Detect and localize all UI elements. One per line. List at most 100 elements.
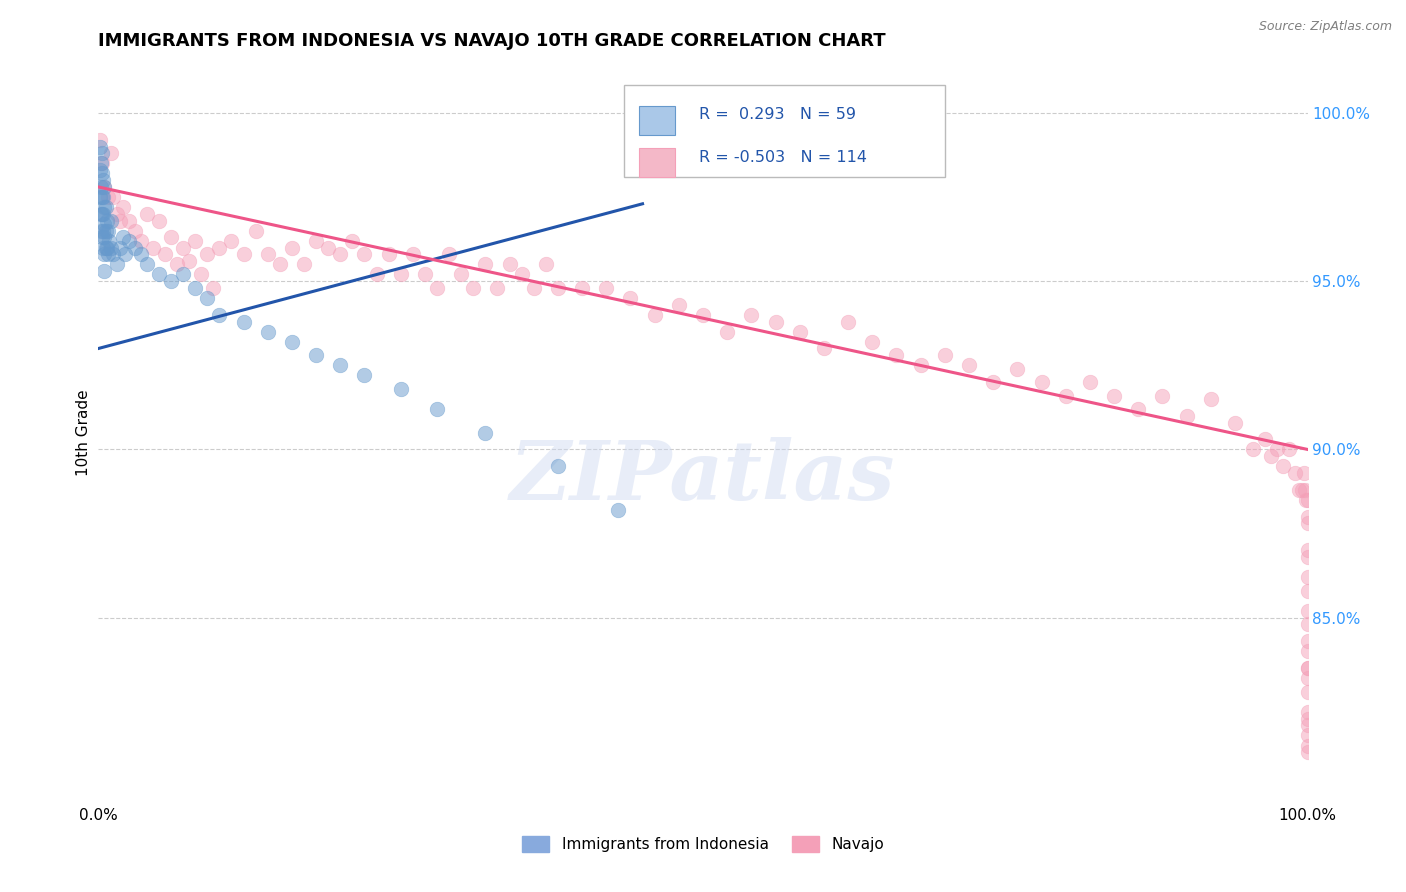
Point: [94, 200, 117, 214]
Point: [281, 241, 304, 255]
Point: [1296, 745, 1319, 759]
Point: [1296, 661, 1319, 675]
Point: [1294, 483, 1316, 497]
Point: [353, 247, 375, 261]
Point: [1296, 492, 1319, 507]
Point: [1128, 402, 1150, 417]
Point: [232, 247, 254, 261]
Point: [389, 268, 412, 282]
Point: [1296, 583, 1319, 598]
Point: [860, 334, 883, 349]
Point: [101, 190, 124, 204]
Text: IMMIGRANTS FROM INDONESIA VS NAVAJO 10TH GRADE CORRELATION CHART: IMMIGRANTS FROM INDONESIA VS NAVAJO 10TH…: [98, 32, 886, 50]
Point: [1291, 483, 1313, 497]
Point: [1199, 392, 1222, 406]
Point: [96, 213, 118, 227]
Point: [96, 241, 118, 255]
Point: [329, 359, 352, 373]
Point: [1007, 361, 1029, 376]
Point: [111, 200, 134, 214]
Point: [124, 241, 146, 255]
Point: [184, 234, 207, 248]
Point: [510, 268, 533, 282]
Point: [93, 264, 115, 278]
Point: [100, 146, 122, 161]
Point: [94, 241, 117, 255]
Point: [692, 308, 714, 322]
Point: [129, 234, 152, 248]
Point: [413, 268, 436, 282]
Point: [1241, 442, 1264, 457]
Point: [1267, 442, 1289, 457]
Point: [366, 268, 388, 282]
Point: [740, 308, 762, 322]
Point: [114, 247, 136, 261]
Point: [93, 180, 115, 194]
Point: [90, 207, 112, 221]
FancyBboxPatch shape: [624, 85, 945, 178]
Point: [91, 207, 114, 221]
Point: [1296, 712, 1319, 726]
Point: [97, 190, 120, 204]
FancyBboxPatch shape: [638, 105, 675, 136]
Point: [166, 257, 188, 271]
Point: [111, 230, 134, 244]
Point: [91, 146, 114, 161]
Point: [105, 207, 128, 221]
Point: [329, 247, 352, 261]
Point: [1296, 718, 1319, 732]
Point: [91, 173, 114, 187]
Point: [668, 298, 690, 312]
Point: [486, 281, 509, 295]
Y-axis label: 10th Grade: 10th Grade: [76, 389, 91, 476]
Point: [813, 342, 835, 356]
Point: [957, 359, 980, 373]
Point: [135, 257, 157, 271]
Point: [1260, 449, 1282, 463]
Point: [1278, 442, 1301, 457]
Point: [523, 281, 546, 295]
Point: [208, 241, 231, 255]
Point: [571, 281, 593, 295]
Point: [91, 190, 114, 204]
Point: [153, 247, 176, 261]
Point: [184, 281, 207, 295]
Point: [498, 257, 520, 271]
Point: [292, 257, 315, 271]
Point: [1292, 466, 1315, 480]
Point: [91, 207, 114, 221]
Point: [1078, 375, 1101, 389]
Point: [1296, 661, 1319, 675]
Point: [118, 213, 141, 227]
Point: [232, 315, 254, 329]
Point: [160, 230, 183, 244]
Point: [886, 348, 908, 362]
Point: [534, 257, 557, 271]
Point: [91, 230, 114, 244]
Point: [1296, 671, 1319, 685]
Point: [1296, 570, 1319, 584]
Point: [547, 459, 569, 474]
Point: [426, 281, 449, 295]
Point: [1296, 604, 1319, 618]
Point: [426, 402, 449, 417]
Point: [1296, 644, 1319, 658]
Point: [202, 281, 225, 295]
Point: [172, 268, 194, 282]
Point: [89, 133, 111, 147]
Point: [910, 359, 932, 373]
Point: [1284, 466, 1306, 480]
Point: [97, 247, 120, 261]
Point: [90, 180, 112, 194]
Text: R =  0.293   N = 59: R = 0.293 N = 59: [699, 107, 856, 122]
Point: [100, 213, 122, 227]
Point: [281, 334, 304, 349]
FancyBboxPatch shape: [638, 148, 675, 178]
Point: [135, 207, 157, 221]
Point: [129, 247, 152, 261]
Point: [1296, 729, 1319, 743]
Point: [91, 167, 114, 181]
Point: [981, 375, 1004, 389]
Point: [1152, 388, 1174, 402]
Point: [474, 257, 496, 271]
